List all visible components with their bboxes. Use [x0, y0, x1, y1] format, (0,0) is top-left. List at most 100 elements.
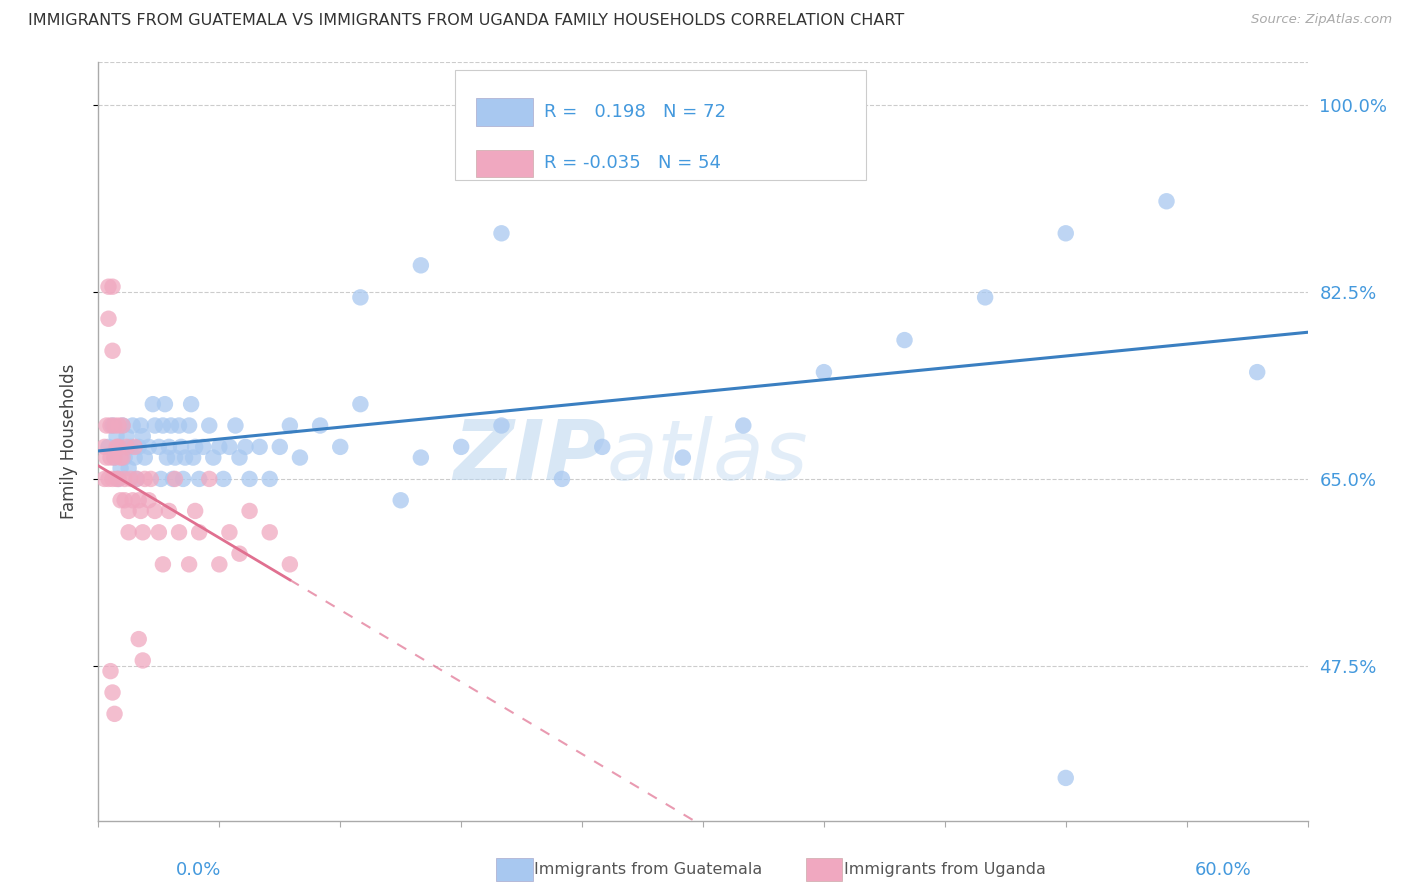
Point: [115, 440, 138, 454]
Point: [309, 418, 332, 433]
Text: IMMIGRANTS FROM GUATEMALA VS IMMIGRANTS FROM UGANDA FAMILY HOUSEHOLDS CORRELATIO: IMMIGRANTS FROM GUATEMALA VS IMMIGRANTS …: [28, 13, 904, 29]
Point: [329, 440, 352, 454]
Point: [813, 365, 835, 379]
Point: [239, 472, 262, 486]
Point: [672, 450, 695, 465]
Point: [111, 418, 134, 433]
Text: 0.0%: 0.0%: [176, 861, 221, 879]
Point: [105, 472, 128, 486]
Point: [128, 440, 150, 454]
Point: [202, 450, 225, 465]
Point: [107, 440, 129, 454]
Point: [259, 472, 281, 486]
Point: [212, 472, 235, 486]
Point: [121, 493, 143, 508]
Point: [174, 450, 197, 465]
Point: [96, 450, 118, 465]
Point: [101, 343, 124, 358]
Point: [125, 472, 148, 486]
Point: [389, 493, 412, 508]
Text: atlas: atlas: [606, 417, 808, 497]
Point: [110, 493, 132, 508]
Point: [152, 418, 174, 433]
Point: [101, 418, 124, 433]
Point: [208, 558, 231, 572]
Point: [148, 440, 170, 454]
Point: [111, 450, 134, 465]
Point: [153, 397, 176, 411]
FancyBboxPatch shape: [475, 98, 533, 126]
Point: [120, 472, 142, 486]
Point: [349, 290, 371, 304]
Point: [124, 440, 146, 454]
Point: [288, 450, 311, 465]
Point: [172, 472, 194, 486]
Point: [110, 461, 132, 475]
Point: [143, 418, 166, 433]
Point: [143, 504, 166, 518]
Point: [118, 461, 141, 475]
Point: [105, 440, 128, 454]
Point: [184, 440, 207, 454]
Point: [107, 418, 129, 433]
Point: [101, 685, 124, 699]
Point: [249, 440, 271, 454]
Point: [132, 653, 155, 667]
Point: [148, 525, 170, 540]
Point: [278, 558, 301, 572]
Point: [105, 429, 128, 443]
Point: [409, 258, 432, 272]
Point: [349, 397, 371, 411]
Point: [142, 397, 165, 411]
Point: [198, 418, 221, 433]
Point: [167, 418, 190, 433]
Text: Immigrants from Uganda: Immigrants from Uganda: [844, 863, 1046, 877]
Point: [218, 525, 240, 540]
Point: [101, 279, 124, 293]
Point: [591, 440, 613, 454]
Point: [188, 525, 211, 540]
Point: [893, 333, 915, 347]
Point: [120, 440, 142, 454]
Point: [157, 504, 180, 518]
Point: [1054, 227, 1077, 241]
Point: [97, 279, 120, 293]
Point: [259, 525, 281, 540]
Point: [167, 525, 190, 540]
Text: Immigrants from Guatemala: Immigrants from Guatemala: [534, 863, 762, 877]
Point: [97, 440, 120, 454]
Point: [97, 472, 120, 486]
Point: [138, 493, 160, 508]
Point: [974, 290, 997, 304]
Point: [132, 525, 155, 540]
Point: [139, 472, 162, 486]
Point: [114, 472, 136, 486]
Point: [107, 440, 129, 454]
Point: [160, 418, 183, 433]
Text: R = -0.035   N = 54: R = -0.035 N = 54: [544, 154, 721, 172]
Point: [100, 450, 122, 465]
Point: [128, 493, 150, 508]
Point: [114, 493, 136, 508]
Point: [218, 440, 240, 454]
Point: [163, 472, 186, 486]
Point: [491, 418, 513, 433]
Point: [198, 472, 221, 486]
Point: [93, 440, 115, 454]
Point: [114, 450, 136, 465]
Point: [128, 632, 150, 646]
Point: [239, 504, 262, 518]
Point: [551, 472, 574, 486]
Point: [103, 450, 125, 465]
Point: [228, 450, 250, 465]
Point: [97, 311, 120, 326]
Y-axis label: Family Households: Family Households: [59, 364, 77, 519]
Point: [179, 558, 201, 572]
Point: [278, 418, 301, 433]
Point: [152, 558, 174, 572]
Point: [134, 472, 156, 486]
Point: [124, 450, 146, 465]
Point: [93, 472, 115, 486]
Point: [163, 450, 186, 465]
Point: [134, 450, 156, 465]
